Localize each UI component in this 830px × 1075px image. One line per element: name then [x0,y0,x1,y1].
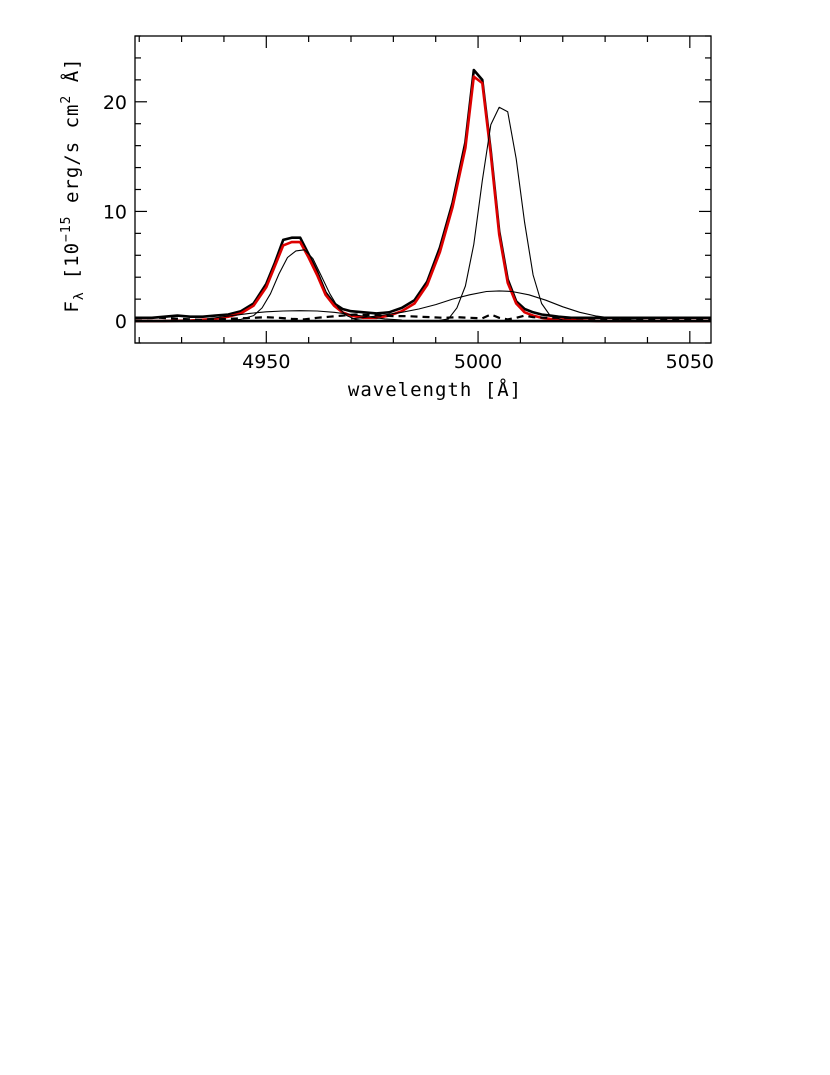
y-axis-units-superscript: 2 [59,95,74,104]
x-axis-title: wavelength [Å] [348,378,522,401]
y-tick-label: 10 [103,201,127,223]
y-tick-label: 20 [103,92,127,114]
series-line-observed [135,68,711,320]
series-line-residual [135,313,711,322]
y-tick-label: 0 [115,311,127,333]
y-axis-title: Fλ [10−15 erg/s cm2 Å] [59,57,87,312]
x-tick-label: 4950 [242,351,290,373]
series-layer [135,68,711,323]
plot-frame [134,35,712,344]
y-axis-units-prefix: [10 [61,242,83,279]
y-axis-symbol: F [61,300,83,312]
series-line-model [135,75,711,323]
y-axis-subscript: λ [72,291,87,300]
y-axis-units-mid: erg/s cm [61,104,83,216]
label-layer: 4950 5000 5050 0 10 20 [103,92,714,373]
y-axis-exponent: −15 [59,216,74,242]
y-axis-units-suffix: Å] [60,57,83,94]
x-tick-label: 5000 [454,351,502,373]
x-tick-label: 5050 [666,351,714,373]
series-line-broad-component-5007 [350,290,648,322]
tick-layer [135,35,711,344]
